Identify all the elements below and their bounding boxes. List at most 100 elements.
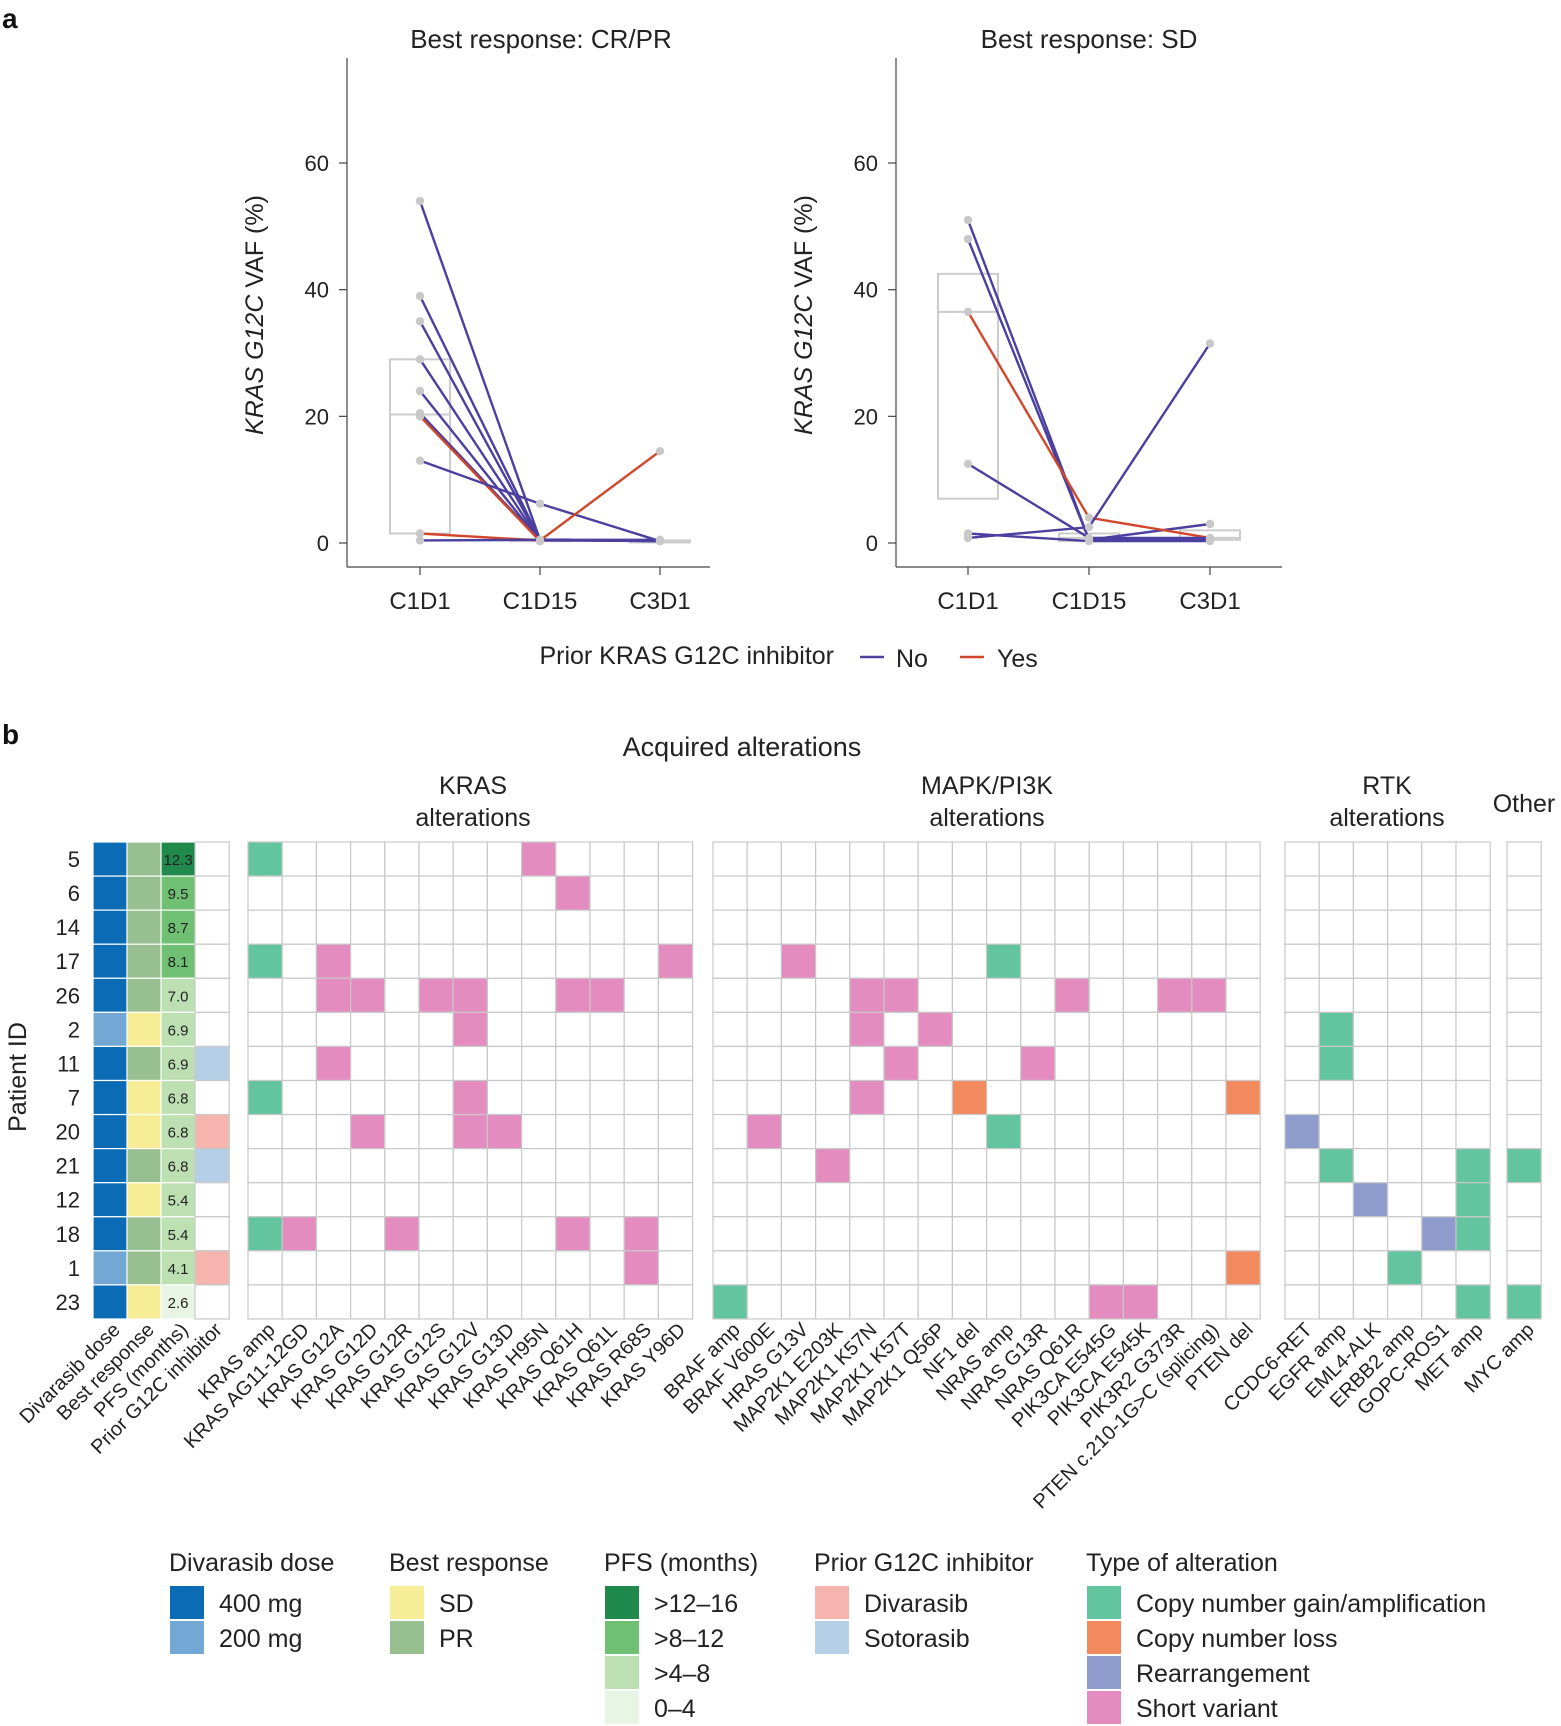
alteration-cell — [746, 875, 783, 911]
alteration-cell — [486, 909, 523, 945]
alteration-cell — [883, 1011, 919, 1048]
alteration-cell — [951, 1045, 988, 1082]
alteration-cell — [350, 875, 386, 911]
alteration-cell — [589, 977, 625, 1013]
alteration-cell — [589, 1182, 625, 1218]
legend-item-label: Rearrangement — [1136, 1660, 1310, 1688]
alteration-cell — [712, 1148, 748, 1184]
alteration-cell — [917, 841, 954, 877]
alteration-cell — [657, 1079, 694, 1116]
alteration-cell — [1225, 1250, 1261, 1286]
alteration-cell — [1386, 1250, 1423, 1286]
alteration-cell — [1122, 1079, 1159, 1116]
alteration-cell — [418, 1011, 454, 1048]
alteration-cell — [247, 875, 283, 911]
alteration-cell — [418, 1182, 454, 1218]
alteration-cell — [1156, 1079, 1193, 1116]
alteration-cell — [1421, 1011, 1457, 1048]
alteration-cell — [1054, 977, 1090, 1013]
alteration-cell — [1156, 1284, 1193, 1320]
alteration-cell — [917, 875, 954, 911]
response-cell — [126, 1216, 162, 1252]
alteration-cell — [883, 875, 919, 911]
alteration-cell — [1455, 1011, 1491, 1048]
alteration-cell — [555, 1113, 591, 1150]
chart-title: Best response: CR/PR — [410, 24, 672, 54]
alteration-cell — [1318, 1011, 1354, 1048]
alteration-cell — [1020, 875, 1056, 911]
data-point — [415, 536, 425, 545]
alteration-cell — [1156, 1250, 1193, 1286]
alteration-cell — [1284, 1148, 1320, 1184]
response-cell — [126, 943, 162, 979]
alteration-cell — [849, 1250, 885, 1286]
alteration-cell — [384, 1113, 420, 1150]
alteration-cell — [555, 909, 591, 945]
alteration-cell — [281, 1182, 318, 1218]
alteration-cell — [247, 1250, 283, 1286]
alteration-cell — [780, 1182, 817, 1218]
alteration-cell — [1088, 1045, 1124, 1082]
alteration-cell — [1352, 1284, 1389, 1320]
alteration-cell — [1318, 977, 1354, 1013]
response-cell — [126, 1284, 162, 1320]
alteration-cell — [315, 1216, 352, 1252]
alteration-cell — [1284, 1079, 1320, 1116]
alteration-cell — [555, 1045, 591, 1082]
alteration-cell — [1506, 1079, 1542, 1116]
alteration-cell — [281, 977, 318, 1013]
y-axis-label-rest: VAF (%) — [241, 195, 269, 295]
dose-cell — [92, 1079, 128, 1116]
alteration-cell — [486, 977, 523, 1013]
alteration-cell — [623, 1250, 660, 1286]
alteration-cell — [452, 909, 489, 945]
legend-item-label: Sotorasib — [864, 1625, 970, 1653]
y-tick-label: 40 — [854, 278, 878, 303]
patient-id-label: 17 — [56, 949, 80, 974]
alteration-cell — [1191, 1148, 1227, 1184]
alteration-cell — [1284, 1182, 1320, 1218]
alteration-cell — [350, 1182, 386, 1218]
alteration-cell — [1506, 1113, 1542, 1150]
alteration-cell — [1020, 1284, 1056, 1320]
alteration-cell — [418, 875, 454, 911]
alteration-cell — [746, 1011, 783, 1048]
alteration-cell — [883, 1250, 919, 1286]
alteration-cell — [657, 1045, 694, 1082]
legend-swatch — [1087, 1586, 1121, 1619]
alteration-cell — [917, 1113, 954, 1150]
alteration-cell — [452, 1216, 489, 1252]
alteration-cell — [1318, 1250, 1354, 1286]
alteration-cell — [951, 1182, 988, 1218]
alteration-cell — [780, 875, 817, 911]
alteration-cell — [623, 1284, 660, 1320]
alteration-cell — [746, 1148, 783, 1184]
alteration-cell — [1156, 1113, 1193, 1150]
group-title: alterations — [415, 804, 530, 832]
alteration-cell — [1088, 977, 1124, 1013]
alteration-cell — [623, 977, 660, 1013]
alteration-cell — [1352, 1079, 1389, 1116]
data-point — [415, 386, 425, 396]
alteration-cell — [814, 1148, 851, 1184]
alteration-cell — [1122, 909, 1159, 945]
alteration-cell — [350, 1216, 386, 1252]
alteration-cell — [486, 1216, 523, 1252]
alteration-cell — [1088, 841, 1124, 877]
alteration-cell — [1225, 1079, 1261, 1116]
alteration-cell — [883, 943, 919, 979]
alteration-cell — [1421, 841, 1457, 877]
alteration-cell — [520, 1113, 557, 1150]
alteration-cell — [1191, 909, 1227, 945]
data-point — [415, 317, 425, 326]
alteration-cell — [418, 977, 454, 1013]
alteration-cell — [589, 909, 625, 945]
alteration-cell — [1122, 977, 1159, 1013]
alteration-cell — [555, 1182, 591, 1218]
alteration-cell — [849, 875, 885, 911]
pfs-cell — [160, 1113, 196, 1150]
data-point — [1205, 339, 1215, 348]
alteration-cell — [1386, 1045, 1423, 1082]
alteration-cell — [1088, 1216, 1124, 1252]
alteration-cell — [1455, 841, 1491, 877]
